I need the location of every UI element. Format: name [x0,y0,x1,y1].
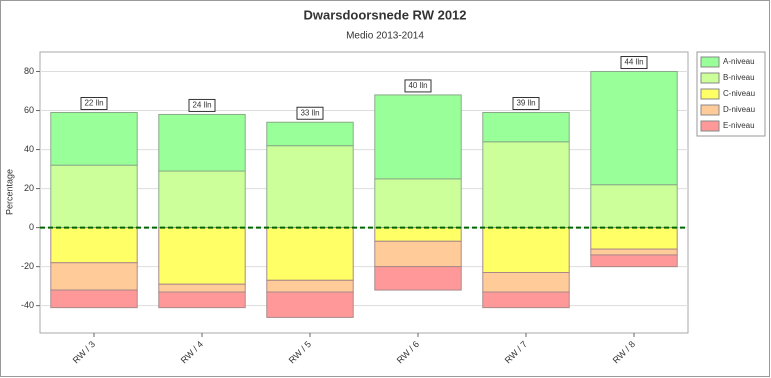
bar-segment [50,111,138,166]
bar-label: 22 lln [84,99,103,108]
bar-segment [374,94,462,180]
legend-swatch [700,56,720,68]
bar-segment [50,289,138,309]
bar-segment [482,227,570,274]
legend-swatch [700,104,720,116]
bar-segment [590,71,678,186]
bar-segment [266,279,354,293]
bar-label-box [404,79,432,93]
bar-label-box [512,96,540,110]
bar-segment [158,283,246,293]
bar-label: 33 lln [300,108,319,117]
legend-label: B-niveau [723,73,755,82]
bar-label-box [620,56,648,70]
y-tick-label: 0 [29,222,34,232]
bar-segment [158,113,246,172]
bar-segment [374,266,462,291]
bar-segment [158,227,246,285]
legend-swatch [700,88,720,100]
bar-segment [482,272,570,293]
bar-segment [266,121,354,147]
bar-segment [158,291,246,309]
legend-label: C-niveau [723,89,755,98]
bar-segment [482,111,570,143]
bar-segment [590,254,678,268]
bar-segment [482,291,570,309]
bar-segment [50,164,138,229]
y-tick-label: 40 [24,144,34,154]
bar-segment [482,141,570,229]
legend-label: D-niveau [723,105,755,114]
bar-segment [374,227,462,242]
bar-segment [50,227,138,264]
y-tick-label: 60 [24,105,34,115]
legend-swatch [700,120,720,132]
legend-label: A-niveau [723,57,755,66]
y-tick-label: 20 [24,183,34,193]
bar-segment [590,248,678,256]
bar-segment [266,145,354,229]
bar-segment [374,178,462,229]
bar-segment [266,291,354,318]
y-axis-label: Percentage [4,169,14,215]
bar-segment [266,227,354,281]
y-tick-label: 80 [24,66,34,76]
y-tick-label: -40 [21,300,34,310]
bar-label-box [188,98,216,112]
legend-swatch [700,72,720,84]
bar-segment [590,184,678,229]
y-tick-label: -20 [21,261,34,271]
bar-label-box [296,106,324,120]
chart-subtitle: Medio 2013-2014 [346,31,424,42]
bar-segment [374,240,462,268]
bar-segment [590,227,678,250]
bar-label: 24 lln [192,101,211,110]
bar-segment [50,262,138,291]
legend-label: E-niveau [723,121,755,130]
plot-area [39,51,689,334]
bar-label: 39 lln [516,99,535,108]
chart-title: Dwarsdoorsnede RW 2012 [303,7,466,22]
bar-segment [158,170,246,229]
bar-label: 44 lln [624,58,643,67]
bar-label-box [80,96,108,110]
bar-label: 40 lln [408,81,427,90]
